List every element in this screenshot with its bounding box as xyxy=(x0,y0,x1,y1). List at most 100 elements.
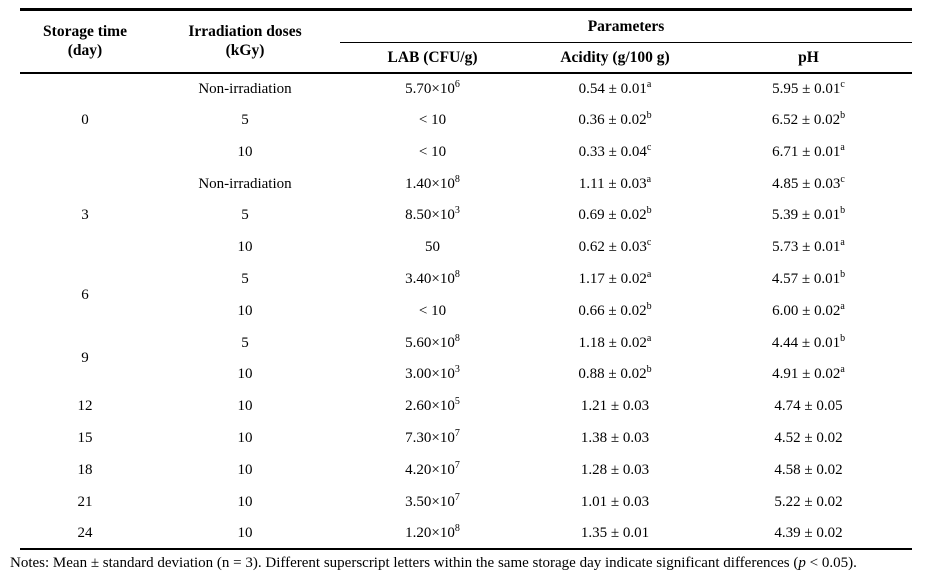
dose-cell: 10 xyxy=(237,398,253,415)
ph-cell: 6.00 ± 0.02a xyxy=(772,300,845,319)
ph-cell-superscript: a xyxy=(840,300,845,312)
lab-cell: 7.30×107 xyxy=(405,427,460,446)
lab-cell: < 10 xyxy=(418,111,447,128)
storage-day-cell: 3 xyxy=(81,207,89,224)
acidity-cell: 1.17 ± 0.02a xyxy=(578,268,652,287)
notes-before-p: Notes: Mean ± standard deviation (n = 3)… xyxy=(10,555,799,572)
table-row: 0 Non-irradiation 5.70×106 0.54 ± 0.01a 5.95… xyxy=(20,73,912,128)
lab-exponent: 7 xyxy=(454,491,460,503)
lab-exponent: 5 xyxy=(454,396,460,408)
ph-cell-superscript: c xyxy=(840,78,845,90)
ph-cell-superscript: a xyxy=(840,141,845,153)
table-row: 10 50 0.62 ± 0.03c 5.73 ± 0.01a xyxy=(20,231,912,263)
col-header-irradiation-doses: Irradiation doses (kGy) xyxy=(150,9,340,74)
storage-day-cell: 12 xyxy=(77,398,93,415)
acidity-cell-superscript: b xyxy=(646,205,652,217)
irradiation-doses-line1: Irradiation doses xyxy=(188,22,302,40)
lab-cell: 5.60×108 xyxy=(405,332,460,351)
ph-cell: 4.74 ± 0.05 xyxy=(774,398,843,415)
storage-time-line2: (day) xyxy=(67,42,103,60)
storage-day-cell: 24 xyxy=(20,517,150,551)
table-row: 10 < 10 0.33 ± 0.04c 6.71 ± 0.01a xyxy=(20,136,912,168)
ph-cell-superscript: c xyxy=(840,173,845,185)
acidity-cell: 0.33 ± 0.04c xyxy=(578,141,652,160)
storage-day-cell: 18 xyxy=(77,461,93,478)
table-row: 18 10 4.20×107 1.28 ± 0.03 4.58 ± 0.02 xyxy=(20,454,912,486)
lab-cell: 3.40×108 xyxy=(405,268,460,287)
table-row: 10 < 10 0.66 ± 0.02b 6.00 ± 0.02a xyxy=(20,295,912,327)
table-row: 5 < 10 0.36 ± 0.02b 6.52 ± 0.02b xyxy=(20,104,912,136)
dose-cell: 5 xyxy=(241,270,249,287)
lab-cell: 50 xyxy=(425,239,440,256)
acidity-cell-superscript: b xyxy=(646,364,652,376)
dose-cell: 5 xyxy=(241,207,249,224)
dose-cell: Non-irradiation xyxy=(198,175,292,192)
table-header: Storage time (day) Irradiation doses (kG… xyxy=(20,9,912,74)
ph-cell-superscript: b xyxy=(840,109,846,121)
lab-exponent: 8 xyxy=(454,522,460,534)
col-header-storage-time: Storage time (day) xyxy=(20,9,150,74)
storage-day-cell: 6 xyxy=(81,286,89,303)
table-row: 21 10 3.50×107 1.01 ± 0.03 5.22 ± 0.02 xyxy=(20,486,912,518)
table-row: 9 5 5.60×108 1.18 ± 0.02a 4.44 ± 0.01b xyxy=(20,327,912,366)
storage-day-cell: 15 xyxy=(77,429,93,446)
dose-cell: 10 xyxy=(150,517,340,551)
ph-cell: 6.52 ± 0.02b xyxy=(771,109,846,128)
dose-cell: 10 xyxy=(237,461,253,478)
ph-cell-superscript: b xyxy=(840,205,846,217)
header-row-top: Storage time (day) Irradiation doses (kG… xyxy=(20,9,912,74)
ph-cell: 4.39 ± 0.02 xyxy=(705,517,912,551)
dose-cell: 5 xyxy=(241,111,249,128)
lab-cell: < 10 xyxy=(418,302,447,319)
table-row: 5 8.50×103 0.69 ± 0.02b 5.39 ± 0.01b xyxy=(20,200,912,232)
dose-cell: 10 xyxy=(237,429,253,446)
acidity-cell: 0.54 ± 0.01a xyxy=(578,78,652,97)
dose-cell: 10 xyxy=(237,302,253,319)
ph-cell: 4.91 ± 0.02a xyxy=(772,364,845,383)
ph-cell-superscript: b xyxy=(840,268,846,280)
table-body: 0 Non-irradiation 5.70×106 0.54 ± 0.01a 5.95… xyxy=(20,73,912,551)
header-row-sub: LAB (CFU/g) Acidity (g/100 g) pH xyxy=(20,42,912,74)
dose-cell: 10 xyxy=(237,366,253,383)
acidity-cell: 0.62 ± 0.03c xyxy=(578,237,652,256)
lab-exponent: 3 xyxy=(454,205,460,217)
ph-cell: 5.39 ± 0.01b xyxy=(771,205,846,224)
lab-exponent: 8 xyxy=(454,332,460,344)
ph-cell: 6.71 ± 0.01a xyxy=(772,141,845,160)
dose-cell: 10 xyxy=(237,493,253,510)
lab-cell: 4.20×107 xyxy=(405,459,460,478)
ph-cell-superscript: a xyxy=(840,237,845,249)
table-row: 10 3.00×103 0.88 ± 0.02b 4.91 ± 0.02a xyxy=(20,359,912,391)
lab-exponent: 8 xyxy=(454,173,460,185)
lab-exponent: 7 xyxy=(454,459,460,471)
lab-cell: 3.50×107 xyxy=(405,491,460,510)
table-row: 6 5 3.40×108 1.17 ± 0.02a 4.57 ± 0.01b xyxy=(20,263,912,302)
dose-cell: 5 xyxy=(241,334,249,351)
lab-cell: < 10 xyxy=(418,143,447,160)
storage-time-line1: Storage time xyxy=(43,22,127,40)
acidity-cell-superscript: b xyxy=(646,109,652,121)
acidity-cell: 1.01 ± 0.03 xyxy=(580,493,650,510)
lab-exponent: 3 xyxy=(454,364,460,376)
acidity-cell-superscript: a xyxy=(646,268,652,280)
ph-cell: 4.85 ± 0.03c xyxy=(772,173,845,192)
table-row: 24 10 1.20×108 1.35 ± 0.01 4.39 ± 0.02 xyxy=(20,517,912,551)
ph-cell: 4.52 ± 0.02 xyxy=(774,429,843,446)
storage-day-cell: 21 xyxy=(77,493,93,510)
notes-after-p: < 0.05). xyxy=(805,555,857,572)
acidity-cell: 0.88 ± 0.02b xyxy=(578,364,652,383)
acidity-cell: 1.35 ± 0.01 xyxy=(525,517,705,551)
lab-cell: 1.40×108 xyxy=(405,173,460,192)
notes-p-symbol: p xyxy=(798,555,806,572)
lab-exponent: 7 xyxy=(454,427,460,439)
lab-cell: 5.70×106 xyxy=(405,78,460,97)
acidity-cell-superscript: b xyxy=(646,300,652,312)
data-table: Storage time (day) Irradiation doses (kG… xyxy=(20,8,912,551)
acidity-cell: 0.69 ± 0.02b xyxy=(578,205,652,224)
storage-day-cell: 0 xyxy=(81,112,89,129)
acidity-cell: 1.18 ± 0.02a xyxy=(578,332,652,351)
acidity-cell-superscript: a xyxy=(646,78,652,90)
acidity-cell-superscript: a xyxy=(646,173,652,185)
acidity-cell: 1.28 ± 0.03 xyxy=(580,461,650,478)
